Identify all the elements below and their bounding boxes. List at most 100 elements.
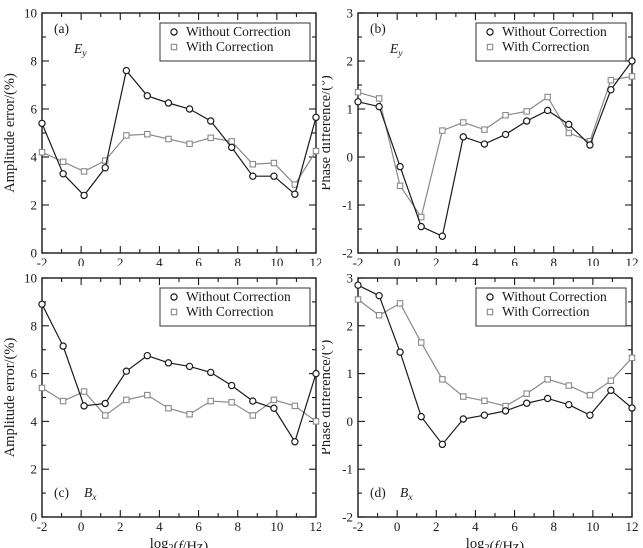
square-marker-with-correction xyxy=(228,138,235,145)
legend-label: Without Correction xyxy=(502,24,607,39)
circle-marker-without-correction xyxy=(607,386,615,395)
panel-letter: (a) xyxy=(54,21,69,36)
legend-box xyxy=(475,287,627,327)
square-marker-with-correction xyxy=(439,127,446,134)
y-tick-label: 6 xyxy=(31,102,38,117)
square-marker-with-correction xyxy=(460,119,467,126)
circle-marker-without-correction xyxy=(354,281,362,289)
square-marker-with-correction xyxy=(586,391,594,399)
circle-marker-without-correction xyxy=(312,369,320,378)
square-marker-with-correction xyxy=(144,130,151,138)
y-tick-label: 1 xyxy=(347,366,354,381)
panel-d-phase-difference-bx: -2 0 2 4 6 8 10 12 -2 -1 0 1 2 3 Phase difference/(°) l… xyxy=(318,266,643,548)
square-marker-with-correction xyxy=(375,312,383,319)
x-tick-label: 0 xyxy=(394,519,401,534)
y-tick-label: 4 xyxy=(31,150,38,165)
circle-marker-without-correction xyxy=(80,191,88,200)
series-line-with-correction xyxy=(357,299,633,407)
circle-marker-without-correction xyxy=(396,162,404,171)
square-marker-with-correction xyxy=(565,382,573,389)
x-tick-label: 8 xyxy=(234,519,241,534)
circle-marker-without-correction xyxy=(59,170,67,178)
series-without-correction xyxy=(354,281,636,449)
square-marker-with-correction xyxy=(59,158,67,166)
square-marker-with-correction xyxy=(249,412,257,419)
x-tick-label: 8 xyxy=(550,519,557,534)
circle-marker-without-correction xyxy=(143,351,151,360)
x-tick-label: 2 xyxy=(433,255,440,266)
circle-marker-without-correction xyxy=(438,232,447,240)
x-tick-label: 0 xyxy=(78,519,85,534)
square-marker-legend xyxy=(170,43,178,51)
square-marker-with-correction xyxy=(207,397,214,405)
square-marker-with-correction xyxy=(80,168,88,175)
square-marker-with-correction xyxy=(165,135,172,143)
legend-label: Without Correction xyxy=(186,24,291,39)
legend-label: With Correction xyxy=(502,39,590,54)
circle-marker-without-correction xyxy=(501,130,510,139)
y-tick-label: -1 xyxy=(342,198,353,213)
square-marker-with-correction xyxy=(207,134,214,142)
x-tick-label: 10 xyxy=(270,255,283,266)
square-marker-with-correction xyxy=(396,182,404,190)
panel-letter: (b) xyxy=(370,21,386,36)
circle-marker-without-correction xyxy=(396,348,404,356)
y-tick-label: 2 xyxy=(347,54,354,69)
square-marker-with-correction xyxy=(354,88,362,96)
y-tick-label: 0 xyxy=(347,150,354,165)
square-marker-with-correction xyxy=(544,93,551,101)
y-tick-label: 2 xyxy=(347,318,354,333)
square-marker-with-correction xyxy=(375,95,383,102)
circle-marker-without-correction xyxy=(459,133,467,141)
square-marker-with-correction xyxy=(165,405,172,412)
x-tick-label: 0 xyxy=(78,255,85,266)
circle-marker-without-correction xyxy=(565,120,573,129)
x-tick-label: 4 xyxy=(156,255,163,266)
circle-marker-without-correction xyxy=(480,140,489,148)
y-tick-label: 2 xyxy=(31,462,38,477)
corner-field-label: Bx xyxy=(84,485,97,503)
x-tick-label: 4 xyxy=(156,519,163,534)
square-marker-legend xyxy=(170,308,178,316)
circle-marker-legend xyxy=(170,28,178,36)
legend-box xyxy=(475,22,627,62)
circle-marker-without-correction xyxy=(586,141,594,149)
circle-marker-without-correction xyxy=(185,362,194,371)
legend-label: Without Correction xyxy=(186,289,291,304)
series-without-correction xyxy=(38,300,320,446)
circle-marker-without-correction xyxy=(207,117,215,125)
y-tick-label: 4 xyxy=(31,414,38,429)
square-marker-with-correction xyxy=(312,418,320,425)
series-line-with-correction xyxy=(41,133,317,186)
x-tick-label: 6 xyxy=(511,519,518,534)
panel-a-amplitude-error-ey: -2 0 2 4 6 8 10 12 0 2 4 6 8 10 Amplitude error/(%) (a)… xyxy=(0,0,323,271)
corner-field-label: Ey xyxy=(389,41,403,59)
circle-marker-without-correction xyxy=(354,98,362,106)
square-marker-with-correction xyxy=(607,377,615,385)
x-tick-label: 8 xyxy=(234,255,241,266)
x-tick-label: 6 xyxy=(195,255,202,266)
square-marker-with-correction xyxy=(481,397,488,405)
circle-marker-without-correction xyxy=(628,404,636,412)
series-line-with-correction xyxy=(41,387,317,422)
circle-marker-legend xyxy=(486,28,494,36)
square-marker-with-correction xyxy=(59,397,67,405)
square-marker-with-correction xyxy=(544,376,551,383)
x-tick-label: 6 xyxy=(195,519,202,534)
square-marker-with-correction xyxy=(270,396,278,404)
circle-marker-without-correction xyxy=(375,291,383,300)
panel-c-amplitude-error-bx: -2 0 2 4 6 8 10 12 0 2 4 6 8 10 Amplitude error/(%) log… xyxy=(0,266,323,548)
circle-marker-without-correction xyxy=(249,172,257,180)
square-marker-with-correction xyxy=(38,384,46,392)
legend-label: With Correction xyxy=(186,39,274,54)
circle-marker-without-correction xyxy=(164,99,173,107)
series-line-without-correction xyxy=(357,60,633,238)
